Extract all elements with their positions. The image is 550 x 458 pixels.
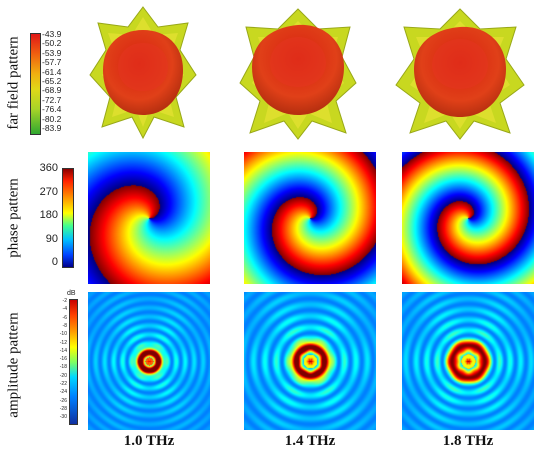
phase-plot-1-8-thz bbox=[402, 152, 534, 284]
far-field-plot-1-4-thz bbox=[238, 5, 358, 140]
far-field-plot-1-8-thz bbox=[392, 5, 527, 140]
frequency-label-1-8-thz: 1.8 THz bbox=[442, 433, 494, 449]
amplitude-scale-tick: -20 bbox=[59, 372, 67, 379]
far-field-scale-tick: -57.7 bbox=[42, 57, 62, 68]
far-field-scale-tick: -61.4 bbox=[42, 66, 62, 77]
amplitude-scale-tick: -6 bbox=[62, 314, 67, 321]
amplitude-scale-tick: -22 bbox=[59, 381, 67, 387]
frequency-label-1-4-thz: 1.4 THz bbox=[284, 433, 336, 449]
far-field-scale-tick: -50.2 bbox=[42, 38, 62, 49]
phase-colorbar-gradient bbox=[62, 168, 74, 268]
far-field-scale-tick: -68.9 bbox=[42, 85, 62, 96]
far-field-scale-tick: -80.2 bbox=[42, 113, 62, 124]
amplitude-scale-tick: -28 bbox=[59, 405, 67, 412]
amplitude-scale-tick: -2 bbox=[62, 298, 67, 304]
amplitude-scale-tick: -16 bbox=[59, 356, 67, 363]
amplitude-row-label: amplitude pattern bbox=[5, 312, 22, 418]
phase-plot-1-0-thz bbox=[88, 152, 210, 284]
amplitude-scale-tick: -26 bbox=[59, 397, 67, 404]
amplitude-scale-tick: -12 bbox=[59, 339, 67, 346]
far-field-colorbar: -43.9 -50.2 -53.9 -57.7 -61.4 -65.2 -68.9 -72.7… bbox=[30, 30, 82, 142]
far-field-scale-tick: -76.4 bbox=[42, 104, 62, 115]
far-field-scale-tick: -53.9 bbox=[42, 47, 62, 58]
amplitude-plot-1-4-thz bbox=[244, 292, 376, 430]
phase-colorbar: 360 270 180 90 0 bbox=[32, 163, 82, 273]
amplitude-colorbar: dB -2 -4 -6 -8 -10 -12 -14 -16 -18 -20 -22 -24 -26 -2… bbox=[55, 290, 85, 430]
amplitude-scale-tick: -30 bbox=[59, 414, 67, 421]
phase-scale-tick: 0 bbox=[51, 256, 58, 268]
far-field-scale-tick: -65.2 bbox=[42, 76, 62, 86]
amplitude-unit-label: dB bbox=[67, 290, 76, 297]
far-field-scale-tick: -83.9 bbox=[42, 123, 62, 133]
amplitude-plot-1-8-thz bbox=[402, 292, 534, 430]
amplitude-scale-tick: -10 bbox=[59, 331, 67, 338]
far-field-colorbar-gradient bbox=[30, 33, 41, 135]
amplitude-colorbar-gradient bbox=[69, 299, 78, 425]
amplitude-scale-tick: -14 bbox=[59, 347, 67, 354]
amplitude-scale-tick: -24 bbox=[59, 389, 67, 396]
frequency-label-1-0-thz: 1.0 THz bbox=[123, 433, 175, 449]
amplitude-plot-1-0-thz bbox=[88, 292, 210, 430]
amplitude-scale-tick: -18 bbox=[59, 364, 67, 371]
far-field-scale-tick: -43.9 bbox=[42, 29, 62, 39]
far-field-row-label: far field pattern bbox=[5, 36, 22, 130]
phase-scale-tick: 180 bbox=[39, 209, 58, 221]
phase-scale-tick: 270 bbox=[39, 185, 58, 198]
amplitude-scale-tick: -8 bbox=[62, 322, 67, 329]
far-field-scale-tick: -72.7 bbox=[42, 94, 62, 105]
far-field-plot-1-0-thz bbox=[88, 5, 198, 140]
phase-scale-tick: 90 bbox=[45, 232, 58, 245]
amplitude-scale-tick: -4 bbox=[62, 306, 67, 313]
phase-row-label: phase pattern bbox=[5, 178, 22, 258]
phase-scale-tick: 360 bbox=[39, 162, 58, 174]
phase-plot-1-4-thz bbox=[244, 152, 376, 284]
